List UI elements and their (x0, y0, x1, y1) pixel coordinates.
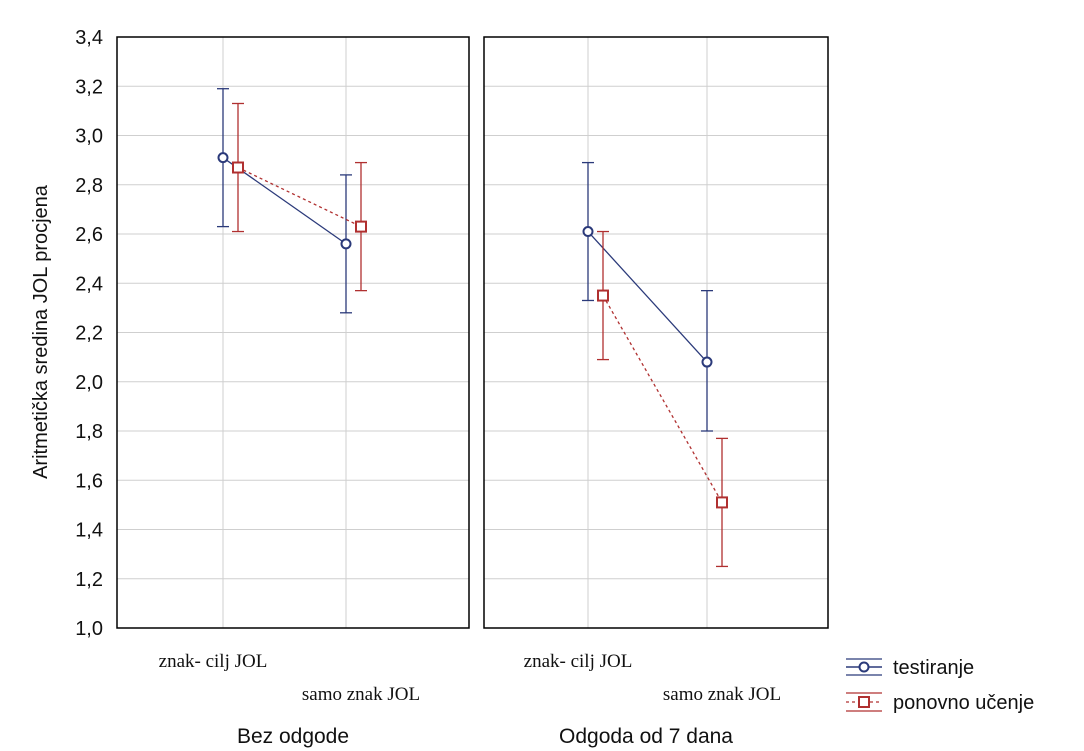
data-point-ponovno-ucenje (597, 289, 609, 302)
y-tick-label: 1,6 (75, 470, 103, 492)
data-point-ponovno-ucenje (232, 161, 244, 174)
panel-series (582, 161, 728, 568)
data-point-testiranje (701, 356, 713, 368)
y-tick-label: 1,2 (75, 569, 103, 591)
data-point-testiranje (340, 238, 352, 250)
category-label-samo-znak: samo znak JOL (302, 684, 420, 705)
legend: testiranje ponovno učenje (846, 657, 1034, 714)
y-tick-label: 2,2 (75, 323, 103, 345)
square-marker-icon (858, 696, 870, 708)
data-point-ponovno-ucenje (716, 496, 728, 509)
panel-bez-odgode: znak- cilj JOL samo znak JOL Bez odgode (116, 36, 470, 748)
panel-odgoda-7-dana: znak- cilj JOL samo znak JOL Odgoda od 7… (483, 36, 829, 748)
legend-label-testiranje: testiranje (893, 657, 974, 679)
y-tick-label: 1,4 (75, 520, 103, 542)
data-point-testiranje (217, 152, 229, 164)
y-tick-label: 2,0 (75, 372, 103, 394)
legend-item-testiranje: testiranje (846, 657, 974, 679)
y-tick-label: 2,4 (75, 273, 103, 295)
panel-grid (117, 36, 469, 629)
y-tick-label: 1,0 (75, 618, 103, 640)
y-tick-label: 2,6 (75, 224, 103, 246)
panel-title: Odgoda od 7 dana (559, 725, 733, 748)
y-tick-label: 2,8 (75, 175, 103, 197)
y-tick-label: 3,2 (75, 76, 103, 98)
data-point-testiranje (582, 226, 594, 238)
circle-marker-icon (858, 661, 870, 673)
panel-grid (484, 36, 828, 629)
y-tick-label: 3,4 (75, 27, 103, 49)
panel-frame (483, 36, 829, 629)
y-tick-labels: 1,0 1,2 1,4 1,6 1,8 2,0 2,2 2,4 2,6 2,8 3,0 3,2 3,4 (75, 27, 103, 640)
legend-label-ponovno-ucenje: ponovno učenje (893, 692, 1034, 714)
panel-series (217, 88, 367, 314)
panel-title: Bez odgode (237, 725, 349, 748)
y-axis-label: Aritmetička sredina JOL procjena (30, 184, 52, 479)
series-line-testiranje (587, 231, 708, 363)
y-tick-label: 3,0 (75, 126, 103, 148)
data-point-ponovno-ucenje (355, 220, 367, 233)
series-line-ponovno-ucenje (602, 295, 723, 503)
category-label-znak-cilj: znak- cilj JOL (159, 651, 268, 672)
panel-frame (116, 36, 470, 629)
category-label-znak-cilj: znak- cilj JOL (524, 651, 633, 672)
legend-item-ponovno-ucenje: ponovno učenje (846, 692, 1034, 714)
series-line-ponovno-ucenje (237, 166, 362, 228)
y-tick-label: 1,8 (75, 421, 103, 443)
category-label-samo-znak: samo znak JOL (663, 684, 781, 705)
